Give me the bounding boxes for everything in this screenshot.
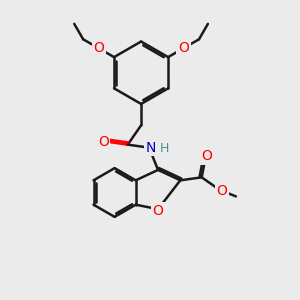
Text: O: O bbox=[178, 41, 189, 55]
Text: O: O bbox=[93, 41, 104, 55]
Text: H: H bbox=[160, 142, 170, 155]
Text: O: O bbox=[98, 135, 109, 149]
Text: O: O bbox=[216, 184, 227, 198]
Text: N: N bbox=[146, 141, 156, 154]
Text: O: O bbox=[201, 149, 212, 163]
Text: O: O bbox=[153, 204, 164, 218]
